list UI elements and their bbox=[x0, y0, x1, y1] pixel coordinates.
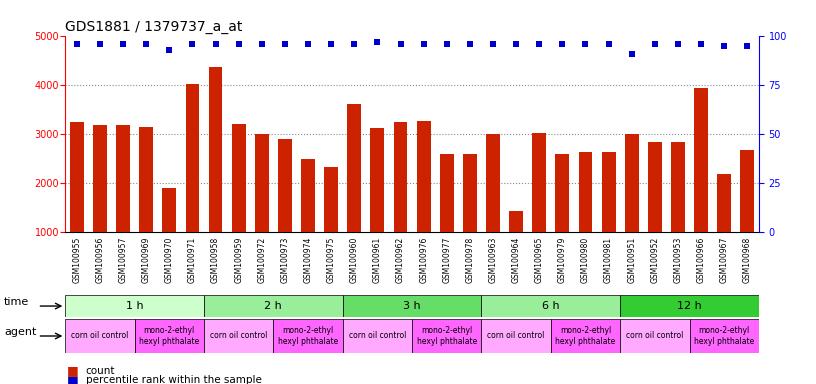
Bar bbox=[278, 139, 292, 232]
Bar bbox=[209, 67, 223, 232]
Bar bbox=[273, 319, 343, 353]
Bar bbox=[348, 104, 361, 232]
Bar bbox=[93, 124, 107, 232]
Text: 3 h: 3 h bbox=[403, 301, 421, 311]
Bar bbox=[324, 167, 338, 232]
Text: 2 h: 2 h bbox=[264, 301, 282, 311]
Bar bbox=[532, 133, 546, 232]
Text: ■: ■ bbox=[67, 374, 78, 384]
Bar bbox=[481, 295, 620, 317]
Text: GSM100973: GSM100973 bbox=[281, 237, 290, 283]
Text: GSM100970: GSM100970 bbox=[165, 237, 174, 283]
Text: mono-2-ethyl
hexyl phthalate: mono-2-ethyl hexyl phthalate bbox=[278, 326, 338, 346]
Bar bbox=[694, 88, 708, 232]
Text: mono-2-ethyl
hexyl phthalate: mono-2-ethyl hexyl phthalate bbox=[417, 326, 477, 346]
Bar bbox=[620, 319, 690, 353]
Text: GSM100974: GSM100974 bbox=[304, 237, 313, 283]
Bar bbox=[551, 319, 620, 353]
Text: mono-2-ethyl
hexyl phthalate: mono-2-ethyl hexyl phthalate bbox=[140, 326, 199, 346]
Text: GSM100963: GSM100963 bbox=[489, 237, 498, 283]
Bar bbox=[301, 159, 315, 232]
Text: GSM100980: GSM100980 bbox=[581, 237, 590, 283]
Bar bbox=[690, 319, 759, 353]
Bar bbox=[717, 174, 731, 232]
Text: 12 h: 12 h bbox=[677, 301, 702, 311]
Text: GSM100976: GSM100976 bbox=[419, 237, 428, 283]
Text: ■: ■ bbox=[67, 364, 78, 377]
Bar bbox=[417, 121, 431, 232]
Text: GSM100957: GSM100957 bbox=[118, 237, 127, 283]
Text: GDS1881 / 1379737_a_at: GDS1881 / 1379737_a_at bbox=[65, 20, 242, 34]
Text: corn oil control: corn oil control bbox=[71, 331, 129, 341]
Bar bbox=[343, 319, 412, 353]
Text: GSM100952: GSM100952 bbox=[650, 237, 659, 283]
Text: 6 h: 6 h bbox=[542, 301, 560, 311]
Bar bbox=[440, 154, 454, 232]
Text: GSM100958: GSM100958 bbox=[211, 237, 220, 283]
Text: GSM100971: GSM100971 bbox=[188, 237, 197, 283]
Bar bbox=[116, 124, 130, 232]
Text: GSM100960: GSM100960 bbox=[350, 237, 359, 283]
Text: 1 h: 1 h bbox=[126, 301, 144, 311]
Text: GSM100967: GSM100967 bbox=[720, 237, 729, 283]
Text: GSM100978: GSM100978 bbox=[465, 237, 474, 283]
Bar bbox=[601, 152, 615, 232]
Text: GSM100969: GSM100969 bbox=[142, 237, 151, 283]
Bar bbox=[579, 152, 592, 232]
Bar bbox=[204, 295, 343, 317]
Text: time: time bbox=[4, 297, 29, 307]
Bar bbox=[70, 122, 84, 232]
Bar bbox=[162, 188, 176, 232]
Bar bbox=[486, 134, 500, 232]
Bar bbox=[671, 142, 685, 232]
Text: GSM100956: GSM100956 bbox=[95, 237, 104, 283]
Bar bbox=[65, 319, 135, 353]
Text: corn oil control: corn oil control bbox=[348, 331, 406, 341]
Text: GSM100964: GSM100964 bbox=[512, 237, 521, 283]
Text: GSM100972: GSM100972 bbox=[257, 237, 266, 283]
Text: GSM100979: GSM100979 bbox=[558, 237, 567, 283]
Bar bbox=[370, 128, 384, 232]
Bar bbox=[343, 295, 481, 317]
Bar bbox=[463, 154, 477, 232]
Text: mono-2-ethyl
hexyl phthalate: mono-2-ethyl hexyl phthalate bbox=[556, 326, 615, 346]
Bar bbox=[648, 142, 662, 232]
Text: corn oil control: corn oil control bbox=[210, 331, 268, 341]
Text: GSM100961: GSM100961 bbox=[373, 237, 382, 283]
Text: GSM100981: GSM100981 bbox=[604, 237, 613, 283]
Text: count: count bbox=[86, 366, 115, 376]
Text: GSM100959: GSM100959 bbox=[234, 237, 243, 283]
Text: GSM100977: GSM100977 bbox=[442, 237, 451, 283]
Bar bbox=[620, 295, 759, 317]
Bar bbox=[556, 154, 570, 232]
Bar bbox=[65, 295, 204, 317]
Bar bbox=[481, 319, 551, 353]
Bar bbox=[185, 84, 199, 232]
Text: corn oil control: corn oil control bbox=[626, 331, 684, 341]
Bar bbox=[135, 319, 204, 353]
Text: agent: agent bbox=[4, 327, 37, 337]
Text: GSM100975: GSM100975 bbox=[326, 237, 335, 283]
Bar bbox=[625, 134, 639, 232]
Bar bbox=[412, 319, 481, 353]
Bar bbox=[740, 150, 754, 232]
Bar bbox=[140, 127, 153, 232]
Text: GSM100966: GSM100966 bbox=[697, 237, 706, 283]
Text: GSM100968: GSM100968 bbox=[743, 237, 752, 283]
Bar bbox=[255, 134, 268, 232]
Text: GSM100962: GSM100962 bbox=[396, 237, 405, 283]
Text: GSM100953: GSM100953 bbox=[673, 237, 682, 283]
Text: percentile rank within the sample: percentile rank within the sample bbox=[86, 375, 262, 384]
Text: corn oil control: corn oil control bbox=[487, 331, 545, 341]
Bar bbox=[393, 122, 407, 232]
Text: mono-2-ethyl
hexyl phthalate: mono-2-ethyl hexyl phthalate bbox=[694, 326, 754, 346]
Text: GSM100965: GSM100965 bbox=[534, 237, 543, 283]
Text: GSM100955: GSM100955 bbox=[73, 237, 82, 283]
Bar bbox=[509, 211, 523, 232]
Bar bbox=[232, 124, 246, 232]
Text: GSM100951: GSM100951 bbox=[628, 237, 636, 283]
Bar bbox=[204, 319, 273, 353]
